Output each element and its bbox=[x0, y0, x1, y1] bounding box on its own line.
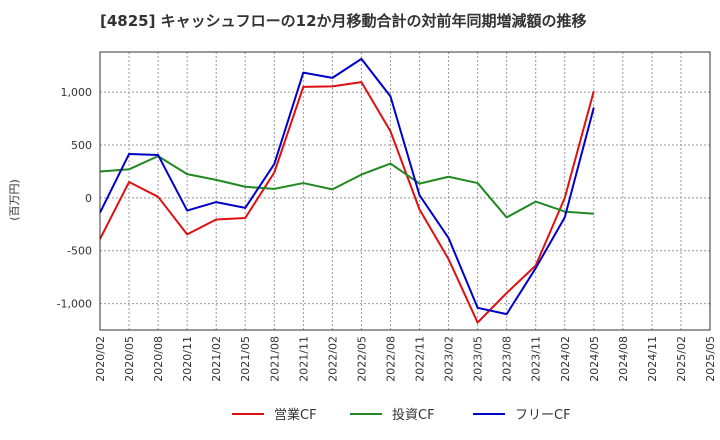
series-lines bbox=[99, 57, 595, 324]
y-axis-label: (百万円) bbox=[8, 179, 21, 221]
x-tick-label: 2024/02 bbox=[559, 336, 572, 382]
x-tick-label: 2023/05 bbox=[472, 336, 485, 382]
x-tick-label: 2025/02 bbox=[675, 336, 688, 382]
x-tick-label: 2022/08 bbox=[384, 336, 397, 382]
x-tick-label: 2021/02 bbox=[210, 336, 223, 382]
x-tick-label: 2020/05 bbox=[123, 336, 136, 382]
legend: 営業CF 投資CF フリーCF bbox=[232, 407, 571, 423]
series-line bbox=[99, 81, 595, 324]
y-tick-label: -1,000 bbox=[57, 298, 92, 311]
x-tick-label: 2025/05 bbox=[704, 336, 717, 382]
x-tick-label: 2024/05 bbox=[588, 336, 601, 382]
x-tick-label: 2021/08 bbox=[268, 336, 281, 382]
chart-title: [4825] キャッシュフローの12か月移動合計の対前年同期増減額の推移 bbox=[100, 12, 587, 30]
legend-label: 投資CF bbox=[392, 407, 435, 423]
x-tick-label: 2020/08 bbox=[152, 336, 165, 382]
grid bbox=[99, 52, 711, 330]
x-tick-label: 2020/02 bbox=[94, 336, 107, 382]
series-line bbox=[99, 57, 595, 316]
plot-frame bbox=[99, 51, 711, 331]
x-tick-label: 2023/11 bbox=[530, 336, 543, 382]
x-tick-label: 2023/02 bbox=[443, 336, 456, 382]
x-tick-label: 2022/02 bbox=[326, 336, 339, 382]
x-tick-label: 2024/11 bbox=[646, 336, 659, 382]
y-tick-labels: -1,000 -500 0 500 1,000 bbox=[57, 86, 92, 310]
x-tick-label: 2022/11 bbox=[414, 336, 427, 382]
x-tick-label: 2021/11 bbox=[297, 336, 310, 382]
y-tick-label: 1,000 bbox=[61, 86, 93, 99]
x-tick-label: 2024/08 bbox=[617, 336, 630, 382]
x-tick-label: 2021/05 bbox=[239, 336, 252, 382]
x-tick-label: 2023/08 bbox=[501, 336, 514, 382]
y-tick-label: -500 bbox=[67, 245, 92, 258]
x-tick-label: 2022/05 bbox=[355, 336, 368, 382]
legend-label: 営業CF bbox=[274, 407, 317, 423]
y-tick-label: 500 bbox=[71, 139, 92, 152]
y-tick-label: 0 bbox=[85, 192, 92, 205]
series-line bbox=[99, 155, 594, 219]
x-tick-label: 2020/11 bbox=[181, 336, 194, 382]
x-tick-labels: 2020/02 2020/05 2020/08 2020/11 2021/02 2021/… bbox=[94, 336, 717, 382]
legend-label: フリーCF bbox=[515, 408, 571, 423]
